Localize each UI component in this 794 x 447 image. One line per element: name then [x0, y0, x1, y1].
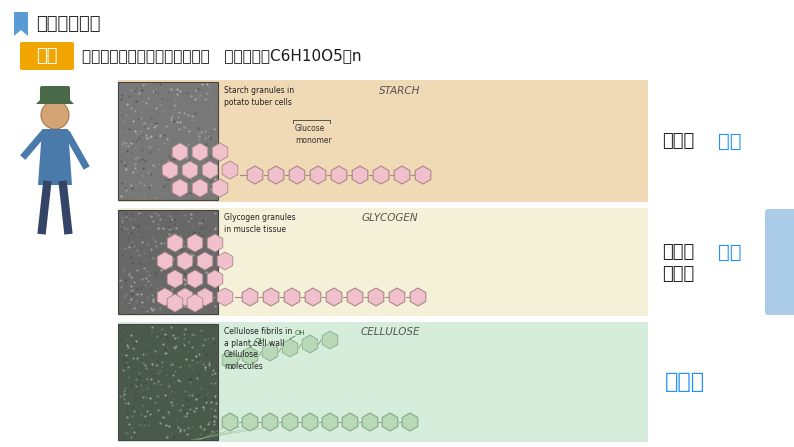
Polygon shape [382, 413, 398, 431]
Polygon shape [218, 252, 233, 270]
Polygon shape [172, 143, 188, 161]
Text: OH: OH [255, 338, 266, 344]
Polygon shape [187, 294, 202, 312]
Polygon shape [242, 288, 258, 306]
Polygon shape [403, 413, 418, 431]
FancyBboxPatch shape [20, 42, 74, 70]
Polygon shape [326, 288, 341, 306]
Polygon shape [187, 270, 202, 288]
Polygon shape [222, 351, 237, 369]
Polygon shape [212, 179, 228, 197]
Polygon shape [303, 335, 318, 353]
Polygon shape [347, 288, 363, 306]
FancyBboxPatch shape [40, 86, 70, 104]
Polygon shape [415, 166, 431, 184]
Polygon shape [282, 413, 298, 431]
Text: 纤维素: 纤维素 [665, 372, 705, 392]
Text: Cellulose
molecules: Cellulose molecules [224, 350, 263, 371]
Polygon shape [168, 270, 183, 288]
FancyBboxPatch shape [118, 322, 648, 442]
Text: OH: OH [295, 330, 306, 336]
Polygon shape [177, 252, 193, 270]
Ellipse shape [41, 101, 69, 129]
Polygon shape [247, 166, 263, 184]
Polygon shape [222, 161, 237, 179]
Polygon shape [157, 252, 173, 270]
Polygon shape [262, 413, 278, 431]
FancyBboxPatch shape [118, 324, 218, 440]
Polygon shape [177, 288, 193, 306]
Polygon shape [268, 166, 283, 184]
Polygon shape [410, 288, 426, 306]
FancyBboxPatch shape [118, 210, 218, 314]
Polygon shape [168, 294, 183, 312]
Polygon shape [389, 288, 405, 306]
Text: STARCH: STARCH [380, 86, 421, 96]
Polygon shape [242, 413, 258, 431]
Polygon shape [192, 143, 208, 161]
Text: 淀粉: 淀粉 [718, 131, 742, 151]
Text: Starch granules in
potato tuber cells: Starch granules in potato tuber cells [224, 86, 294, 107]
Polygon shape [282, 339, 298, 357]
FancyBboxPatch shape [765, 209, 794, 315]
Polygon shape [157, 288, 173, 306]
Polygon shape [36, 100, 74, 104]
FancyBboxPatch shape [118, 82, 218, 200]
Polygon shape [331, 166, 347, 184]
Text: 肌糖原: 肌糖原 [662, 265, 694, 283]
Text: Glycogen granules
in muscle tissue: Glycogen granules in muscle tissue [224, 213, 295, 234]
Polygon shape [284, 288, 300, 306]
Text: 动物：: 动物： [662, 243, 694, 261]
Polygon shape [218, 288, 233, 306]
Polygon shape [368, 288, 384, 306]
Polygon shape [14, 12, 28, 36]
Text: 植物：: 植物： [662, 132, 694, 150]
Polygon shape [305, 288, 321, 306]
Text: GLYCOGEN: GLYCOGEN [362, 213, 418, 223]
Text: 水解后能够生成多分子单糖的糖   分子式：（C6H10O5）n: 水解后能够生成多分子单糖的糖 分子式：（C6H10O5）n [82, 49, 361, 63]
Polygon shape [168, 234, 183, 252]
Polygon shape [242, 347, 258, 365]
Polygon shape [342, 413, 358, 431]
Polygon shape [362, 413, 378, 431]
Polygon shape [212, 143, 228, 161]
Polygon shape [322, 413, 337, 431]
Polygon shape [303, 413, 318, 431]
Polygon shape [207, 270, 223, 288]
Polygon shape [38, 129, 72, 185]
Text: CELLULOSE: CELLULOSE [360, 327, 420, 337]
Polygon shape [162, 161, 178, 179]
Polygon shape [373, 166, 389, 184]
Polygon shape [289, 166, 305, 184]
Polygon shape [197, 288, 213, 306]
Text: Glucose
monomer: Glucose monomer [295, 124, 332, 145]
Text: 多糖: 多糖 [37, 47, 58, 65]
Text: 细胞中的糖类: 细胞中的糖类 [36, 15, 101, 33]
Polygon shape [182, 161, 198, 179]
Polygon shape [310, 166, 326, 184]
Text: Cellulose fibrils in
a plant cell wall: Cellulose fibrils in a plant cell wall [224, 327, 292, 348]
Polygon shape [222, 413, 237, 431]
Polygon shape [187, 234, 202, 252]
Polygon shape [197, 252, 213, 270]
Polygon shape [172, 179, 188, 197]
Polygon shape [322, 331, 337, 349]
Polygon shape [394, 166, 410, 184]
FancyBboxPatch shape [118, 208, 648, 316]
Polygon shape [202, 161, 218, 179]
FancyBboxPatch shape [118, 80, 648, 202]
Polygon shape [192, 179, 208, 197]
Polygon shape [262, 343, 278, 361]
Polygon shape [353, 166, 368, 184]
Polygon shape [263, 288, 279, 306]
Polygon shape [207, 234, 223, 252]
Text: 糖原: 糖原 [718, 243, 742, 261]
